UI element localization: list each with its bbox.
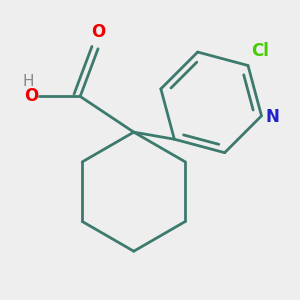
Text: H: H (22, 74, 34, 89)
Text: N: N (265, 108, 279, 126)
Text: O: O (24, 87, 38, 105)
Text: O: O (91, 23, 105, 41)
Text: Cl: Cl (251, 42, 269, 60)
